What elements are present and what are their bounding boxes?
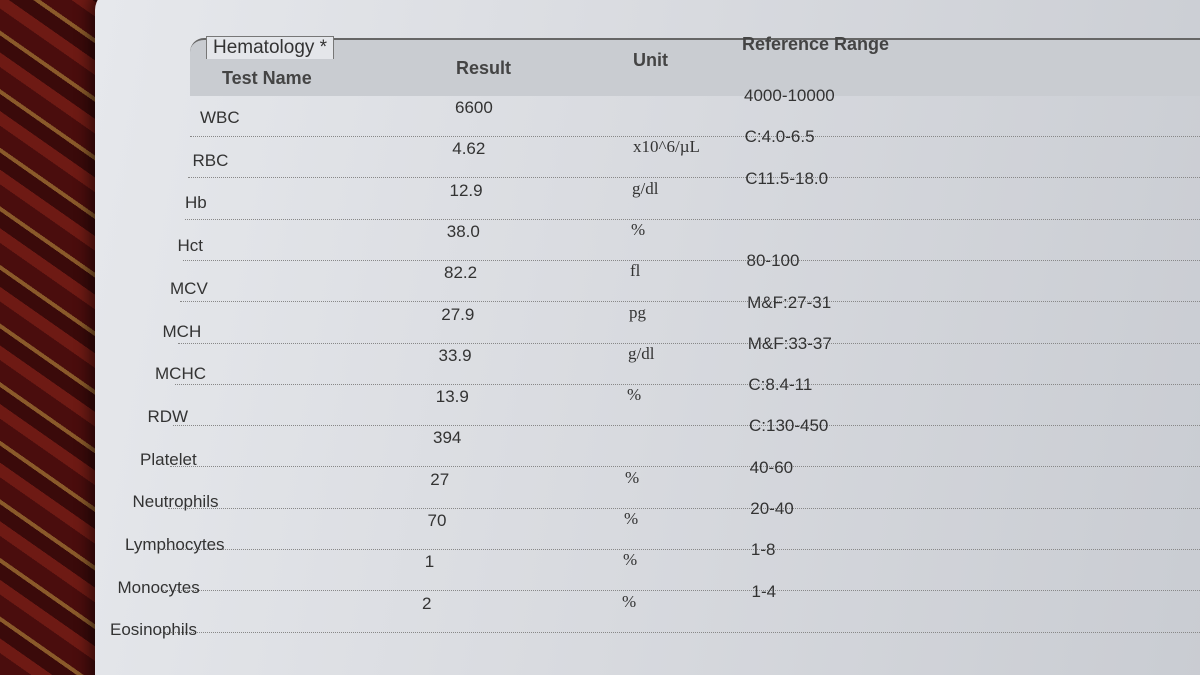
test-name: RDW <box>147 406 189 426</box>
column-header: Test Name <box>222 68 312 88</box>
unit: pg <box>629 302 646 322</box>
column-header: Reference Range <box>742 34 890 54</box>
reference-range: 1-8 <box>750 540 776 560</box>
reference-range: C:130-450 <box>749 416 829 436</box>
row-rule <box>175 383 1200 385</box>
reference-range: 40-60 <box>749 457 794 477</box>
unit: g/dl <box>628 343 655 363</box>
result: 70 <box>427 511 447 530</box>
row-rule <box>165 549 1200 550</box>
test-name: MCHC <box>155 364 206 384</box>
test-name: MCV <box>170 278 208 298</box>
reference-range: 1-4 <box>751 581 777 601</box>
unit: % <box>622 591 637 611</box>
result: 27.9 <box>441 304 475 324</box>
column-header: Unit <box>633 50 668 70</box>
result: 33.9 <box>438 345 472 365</box>
reference-range: C:4.0-6.5 <box>744 127 815 147</box>
row-rule <box>182 259 1200 261</box>
row-rule <box>172 425 1200 427</box>
result: 13.9 <box>435 387 469 407</box>
reference-range: M&F:27-31 <box>747 292 832 312</box>
result: 4.62 <box>452 139 486 159</box>
test-name: Eosinophils <box>110 620 197 640</box>
test-name: Platelet <box>140 449 197 469</box>
test-name: Monocytes <box>117 577 200 597</box>
row-rule <box>190 136 1200 137</box>
result: 2 <box>422 593 432 613</box>
row-rule <box>160 631 1200 633</box>
result: 6600 <box>455 98 493 117</box>
row-rule <box>162 590 1200 592</box>
unit: fl <box>630 261 641 281</box>
section-title: Hematology * <box>206 36 335 59</box>
row-rule <box>177 342 1200 344</box>
test-name: RBC <box>192 150 229 170</box>
unit: % <box>623 550 638 570</box>
row-rule <box>180 301 1200 303</box>
unit: % <box>627 385 642 405</box>
row-rule <box>187 177 1200 179</box>
result: 38.0 <box>446 221 480 241</box>
test-name: Hct <box>177 236 204 256</box>
result: 1 <box>424 552 435 572</box>
unit: % <box>631 219 646 239</box>
unit: x10^6/µL <box>633 137 700 157</box>
reference-range: C:8.4-11 <box>748 375 813 395</box>
reference-range: 80-100 <box>746 251 800 271</box>
column-header: Result <box>456 58 512 78</box>
reference-range: M&F:33-37 <box>747 333 832 353</box>
row-rule <box>185 218 1200 220</box>
unit: g/dl <box>632 178 659 198</box>
paper <box>95 0 1200 675</box>
test-name: Lymphocytes <box>125 535 225 554</box>
unit: % <box>624 509 639 528</box>
reference-range: C11.5-18.0 <box>745 168 829 188</box>
reference-range: 4000-10000 <box>744 86 835 105</box>
row-rule <box>167 507 1200 509</box>
test-name: WBC <box>200 108 240 127</box>
result: 27 <box>430 469 450 489</box>
result: 12.9 <box>449 180 483 200</box>
header-band <box>190 38 1200 96</box>
test-name: MCH <box>162 321 202 341</box>
row-rule <box>170 466 1200 468</box>
result: 82.2 <box>444 263 478 283</box>
unit: % <box>625 467 640 487</box>
test-name: Hb <box>185 193 207 213</box>
result: 394 <box>433 428 462 448</box>
test-name: Neutrophils <box>132 492 219 512</box>
reference-range: 20-40 <box>750 499 794 518</box>
